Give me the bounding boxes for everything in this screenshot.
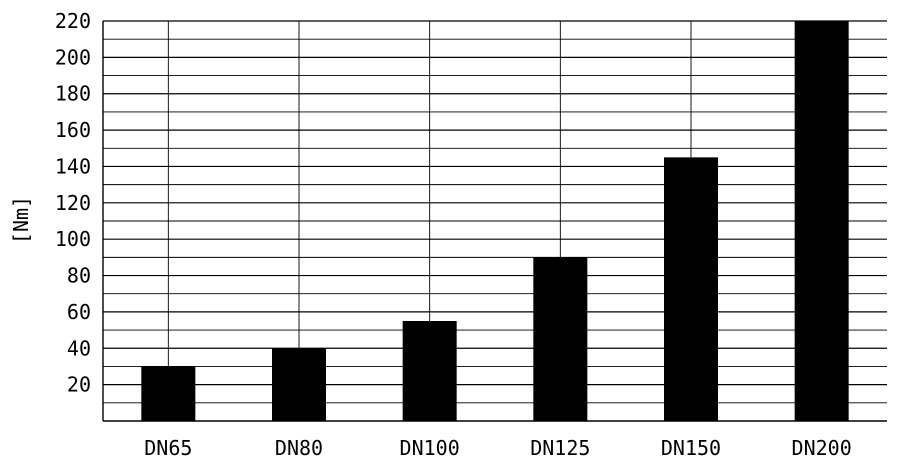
y-tick-label: 140	[55, 154, 91, 178]
bar-dn80	[272, 348, 326, 421]
bar-dn100	[402, 321, 457, 421]
y-tick-label: 220	[55, 9, 91, 33]
axes	[102, 21, 887, 422]
x-tick-label: DN200	[792, 436, 852, 460]
grid	[103, 20, 887, 421]
bar-dn65	[141, 366, 196, 421]
x-tick-label: DN80	[275, 436, 323, 460]
x-tick-labels: DN65 DN80 DN100 DN125 DN150 DN200	[144, 436, 852, 460]
y-tick-label: 160	[55, 118, 91, 142]
bar-dn150	[664, 157, 718, 421]
y-tick-label: 60	[67, 300, 91, 324]
y-tick-label: 180	[55, 82, 91, 106]
y-tick-label: 80	[67, 264, 91, 288]
x-tick-label: DN100	[400, 436, 460, 460]
bar-dn125	[533, 257, 588, 421]
x-tick-label: DN65	[144, 436, 192, 460]
bars	[141, 21, 849, 421]
bar-dn200	[794, 21, 849, 421]
y-tick-labels: 20 40 60 80 100 120 140 160 180 200 220	[55, 9, 91, 397]
y-tick-label: 100	[55, 227, 91, 251]
y-tick-label: 20	[67, 373, 91, 397]
x-tick-label: DN150	[661, 436, 721, 460]
x-tick-label: DN125	[530, 436, 590, 460]
y-tick-label: 200	[55, 45, 91, 69]
y-axis-label: [Nm]	[9, 196, 33, 244]
y-tick-label: 40	[67, 336, 91, 360]
y-tick-label: 120	[55, 191, 91, 215]
